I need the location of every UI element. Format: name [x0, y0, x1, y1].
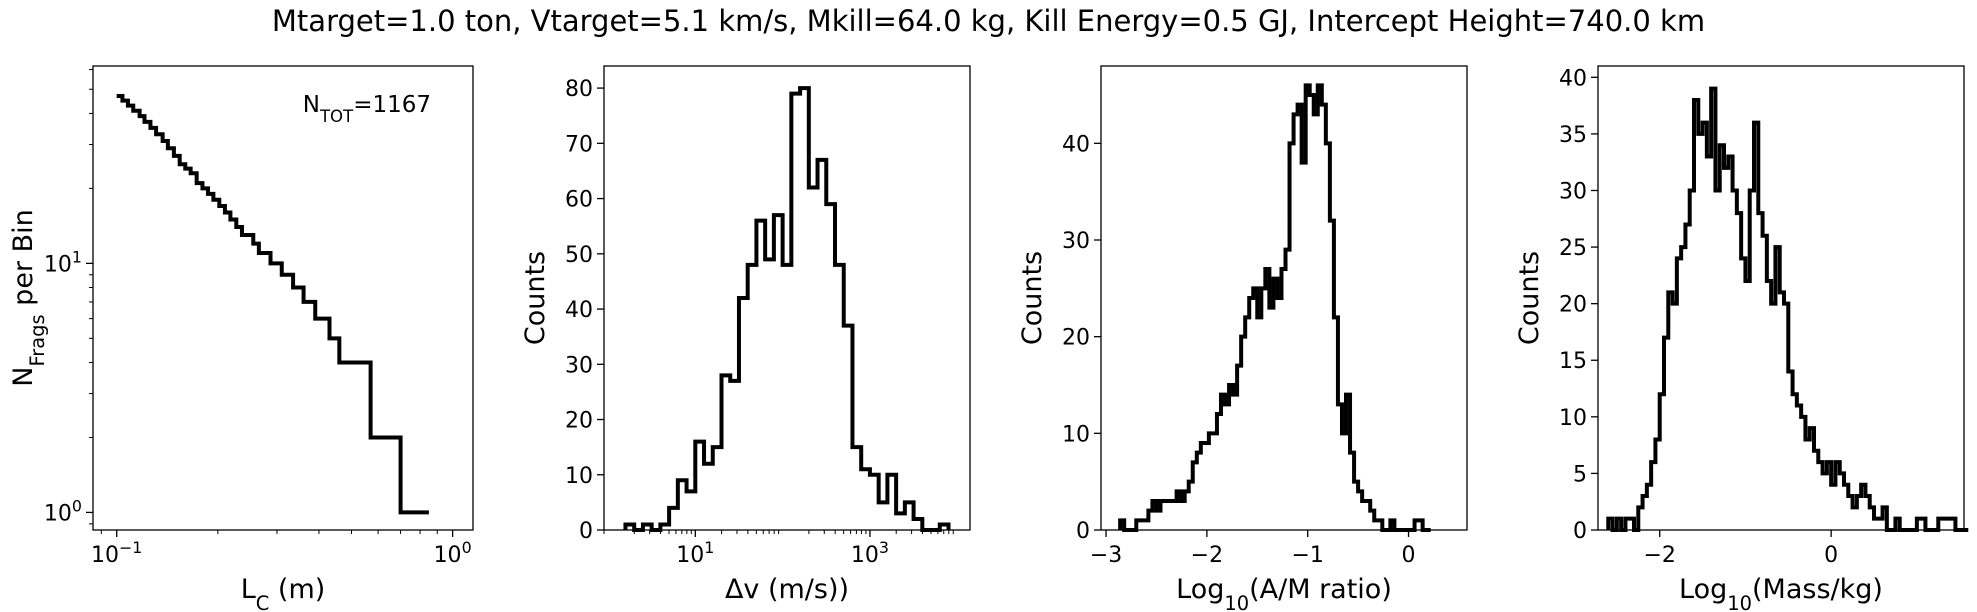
axes-frame — [603, 65, 971, 531]
y-tick-label: 10 — [565, 464, 593, 489]
x-axis-label: LC (m) — [241, 574, 326, 612]
y-tick-label: 25 — [1559, 236, 1587, 261]
axes-frame — [1100, 65, 1468, 531]
y-tick-label: 35 — [1559, 123, 1587, 148]
x-axis-label: Log10(A/M ratio) — [1176, 574, 1392, 612]
y-tick-label: 100 — [44, 496, 82, 527]
y-tick-label: 30 — [1559, 179, 1587, 204]
y-tick-label: 20 — [1559, 293, 1587, 318]
axes-frame — [1597, 65, 1965, 531]
size-distribution-line — [116, 93, 429, 515]
x-tick-label: 0 — [1402, 543, 1416, 568]
histogram-outline — [623, 86, 951, 532]
x-tick-label: 10−1 — [91, 538, 142, 569]
x-axis-label: Log10(Mass/kg) — [1679, 574, 1883, 612]
y-tick-label: 30 — [1062, 229, 1090, 254]
x-tick-label: 100 — [434, 538, 472, 569]
y-tick-label: 30 — [565, 353, 593, 378]
y-tick-label: 10 — [1559, 406, 1587, 431]
total-count-annotation: NTOT=1167 — [303, 92, 431, 126]
y-tick-label: 40 — [565, 298, 593, 323]
y-tick-label: 10 — [1062, 422, 1090, 447]
x-tick-label: 103 — [851, 538, 889, 569]
chart-panel-3: −3 −2 −1 0 0 10 20 30 40 Log10(A/M ratio) Counts — [1017, 65, 1468, 612]
chart-panel-4: −2 0 0 5 10 15 20 25 30 35 40 Log10(Mass/kg) Counts — [1514, 65, 1969, 612]
x-tick-label: −2 — [1191, 543, 1223, 568]
chart-panel-2: 101 103 0 10 20 30 40 50 60 70 80 Δv (m/s)) Counts — [520, 65, 971, 605]
y-tick-label: 101 — [44, 247, 82, 278]
y-tick-label: 20 — [1062, 326, 1090, 351]
y-tick-label: 0 — [1573, 519, 1587, 544]
y-axis-label: Counts — [1017, 251, 1048, 345]
x-tick-label: 101 — [676, 538, 714, 569]
y-tick-label: 70 — [565, 132, 593, 157]
y-tick-label: 80 — [565, 77, 593, 102]
y-axis-label: NFrags per Bin — [8, 209, 49, 387]
y-tick-label: 15 — [1559, 349, 1587, 374]
axes-frame — [92, 65, 474, 531]
y-tick-label: 40 — [1062, 132, 1090, 157]
chart-panel-1: 10−1 100 100 101 LC (m) NFrags per Bin NTOT=11… — [8, 65, 474, 612]
y-tick-label: 0 — [1076, 519, 1090, 544]
y-axis-label: Counts — [520, 251, 551, 345]
x-tick-label: 0 — [1824, 543, 1838, 568]
histogram-outline — [1118, 83, 1431, 532]
y-tick-label: 40 — [1559, 66, 1587, 91]
x-tick-label: −2 — [1643, 543, 1675, 568]
y-tick-label: 50 — [565, 243, 593, 268]
x-tick-label: −1 — [1291, 543, 1323, 568]
y-tick-label: 60 — [565, 188, 593, 213]
x-tick-label: −3 — [1090, 543, 1122, 568]
x-axis-label: Δv (m/s)) — [725, 574, 849, 605]
figure-title: Mtarget=1.0 ton, Vtarget=5.1 km/s, Mkill… — [271, 4, 1706, 38]
y-tick-label: 0 — [579, 519, 593, 544]
y-tick-label: 5 — [1573, 462, 1587, 487]
y-axis-label: Counts — [1514, 251, 1545, 345]
y-tick-label: 20 — [565, 409, 593, 434]
histogram-outline — [1606, 86, 1969, 532]
